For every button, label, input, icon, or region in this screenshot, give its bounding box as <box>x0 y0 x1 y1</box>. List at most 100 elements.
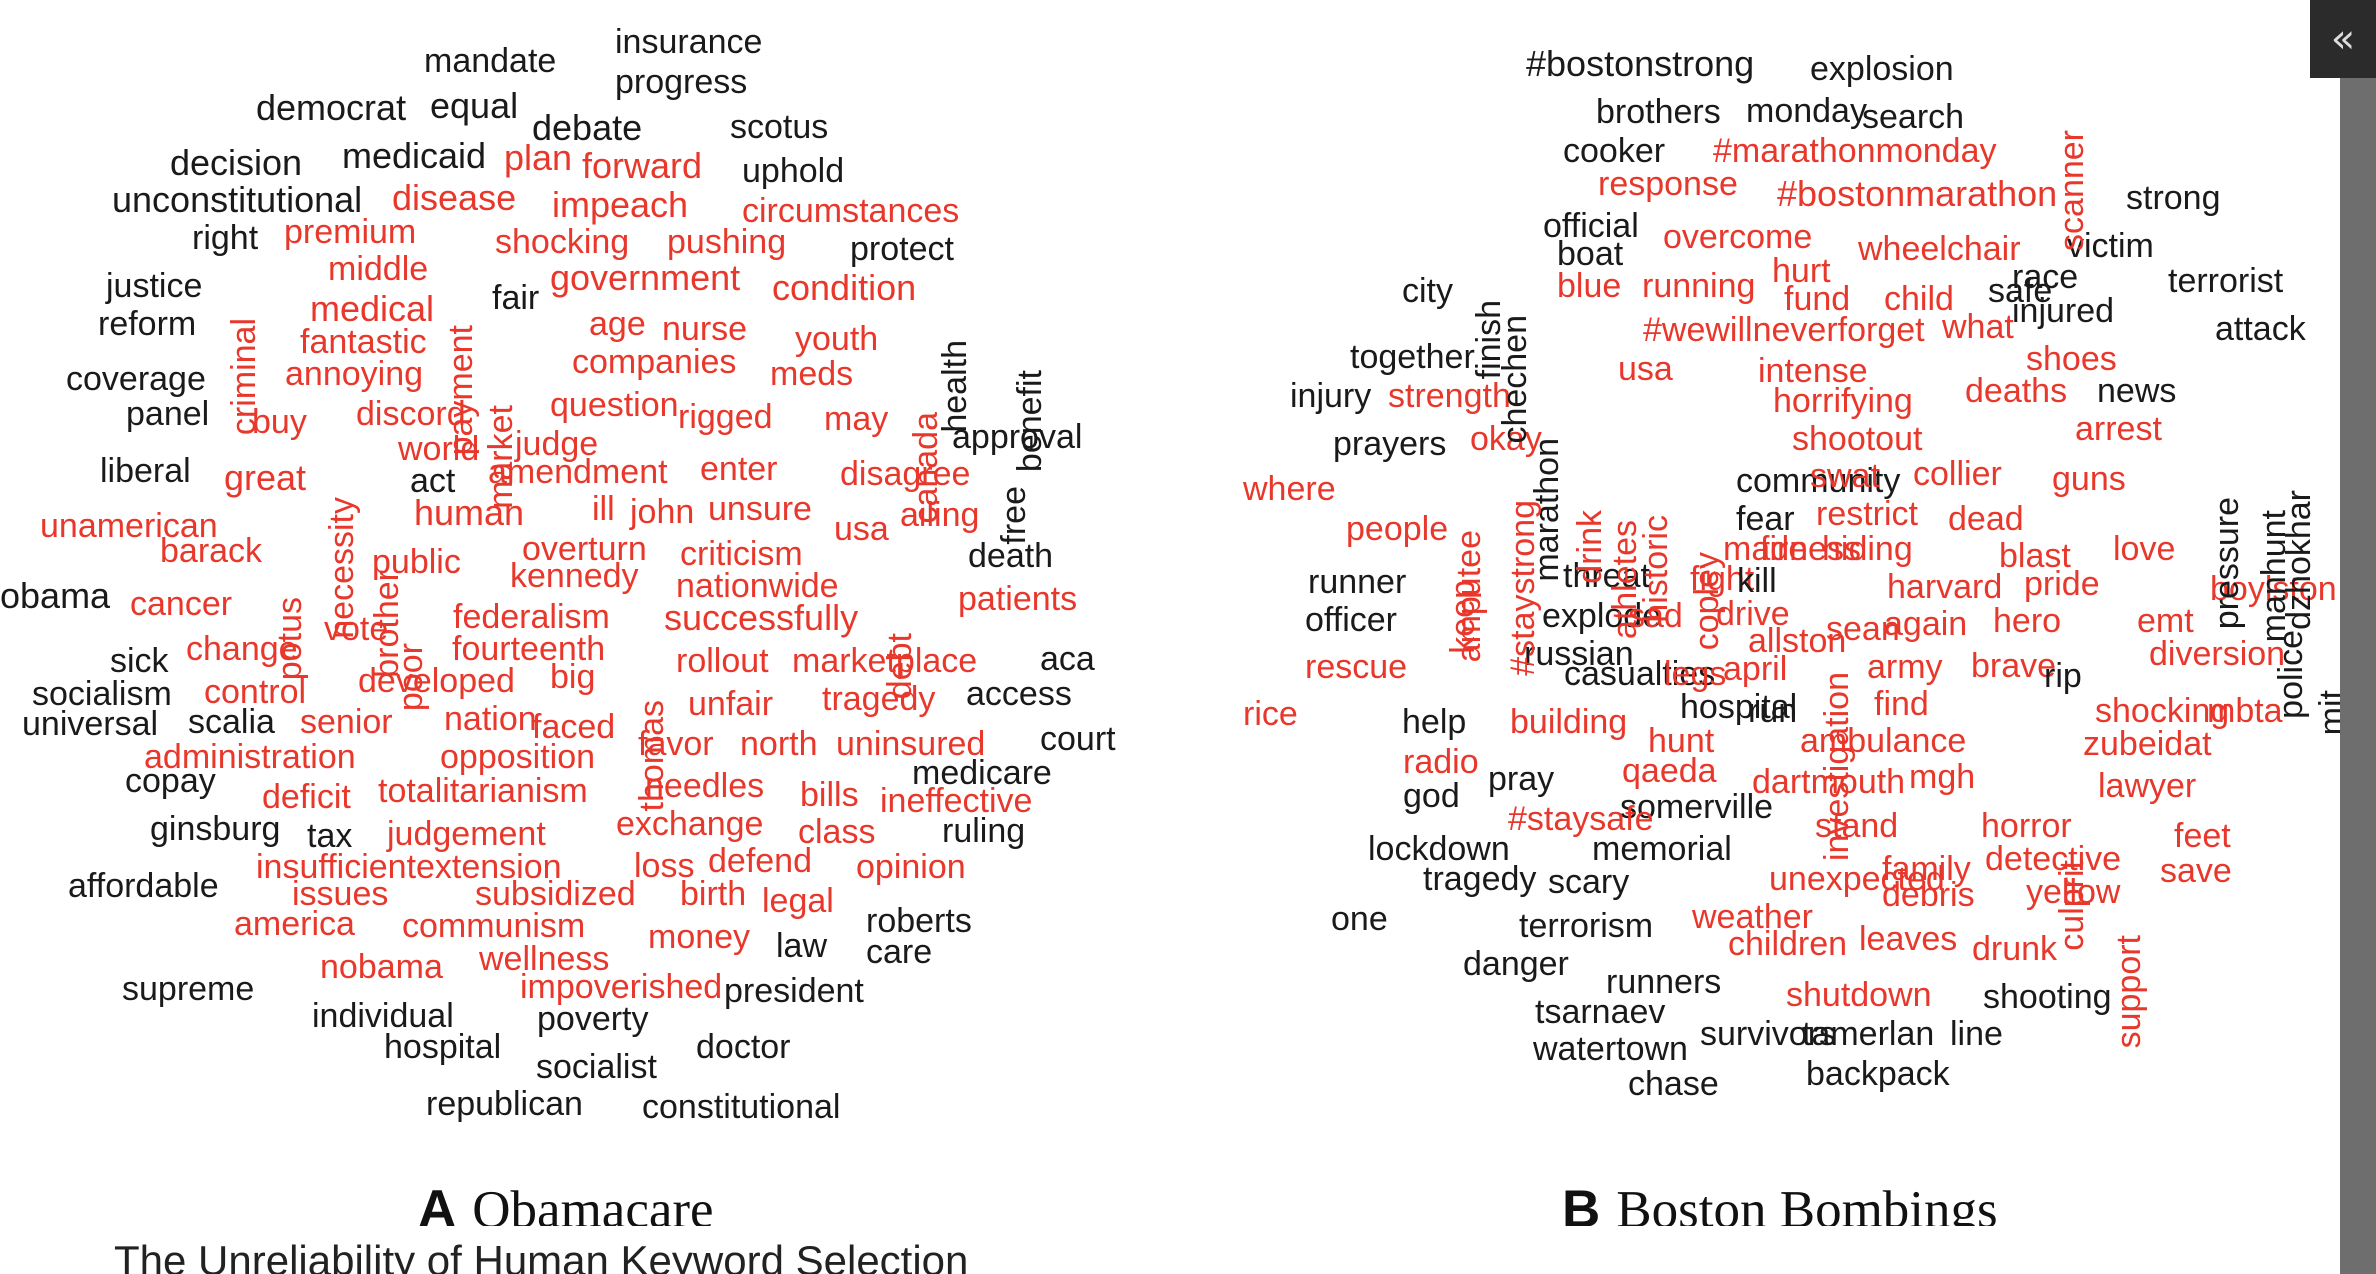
word-unsure: unsure <box>708 490 812 528</box>
word-cancer: cancer <box>130 585 232 623</box>
word-shocking: shocking <box>2095 692 2229 730</box>
word-usa: usa <box>1618 350 1673 388</box>
word-unamerican: unamerican <box>40 507 218 545</box>
word-coverage: coverage <box>66 360 206 398</box>
word-issues: issues <box>292 875 388 913</box>
word-north: north <box>740 725 818 763</box>
word-horror: horror <box>1981 807 2072 845</box>
word-protect: protect <box>850 230 954 268</box>
word-mandate: mandate <box>424 42 556 80</box>
word-somerville: somerville <box>1620 788 1773 826</box>
word-mit: mit <box>2313 689 2340 735</box>
word-find: find <box>1874 685 1929 723</box>
word-watertown: watertown <box>1532 1030 1688 1068</box>
word-buy: buy <box>252 403 307 441</box>
word-medicare: medicare <box>912 754 1052 792</box>
word-youth: youth <box>795 320 878 358</box>
word-debate: debate <box>532 107 642 148</box>
word-search: search <box>1862 98 1964 136</box>
word-john: john <box>629 493 694 531</box>
word-save: save <box>2160 852 2232 890</box>
word-tragedy: tragedy <box>1423 860 1536 898</box>
word-family: family <box>1882 850 1971 888</box>
collapse-button[interactable]: « <box>2310 0 2376 78</box>
word-annoying: annoying <box>285 355 423 393</box>
word-decision: decision <box>170 142 302 183</box>
word-amputee: amputee <box>1450 530 1488 662</box>
word-keep: keep <box>1444 580 1482 654</box>
word-feet: feet <box>2174 817 2231 855</box>
page-caption: The Unreliability of Human Keyword Selec… <box>114 1237 969 1274</box>
word-community: community <box>1736 462 1900 500</box>
word-nation: nation <box>444 700 537 738</box>
word-dzhokhar: dzhokhar <box>2280 490 2318 630</box>
word-condition: condition <box>772 267 916 308</box>
word-blue: blue <box>1557 267 1621 305</box>
word-ailing: ailing <box>900 496 979 534</box>
word-big: big <box>550 658 595 696</box>
word-shooting: shooting <box>1983 978 2112 1016</box>
double-chevron-left-icon: « <box>2330 16 2356 62</box>
word-right: right <box>192 219 259 257</box>
word-socialist: socialist <box>536 1048 657 1086</box>
word-medicaid: medicaid <box>342 135 486 176</box>
word-casualties: casualties <box>1564 655 1715 693</box>
word-roberts: roberts <box>866 902 972 940</box>
word-tsarnaev: tsarnaev <box>1535 993 1665 1031</box>
word-age: age <box>589 305 646 343</box>
word-detective: detective <box>1985 840 2121 878</box>
word-marathon: marathon <box>1528 438 1566 582</box>
word-enter: enter <box>700 450 778 488</box>
word-leaves: leaves <box>1859 920 1957 958</box>
word-socialism: socialism <box>32 675 172 713</box>
word-ginsburg: ginsburg <box>150 810 280 848</box>
word-scotus: scotus <box>730 108 828 146</box>
word-uphold: uphold <box>742 152 844 190</box>
word-pushing: pushing <box>667 223 786 261</box>
word-thomas: thomas <box>633 700 671 812</box>
word-fight: fight <box>1690 560 1755 598</box>
word-criticism: criticism <box>680 535 803 573</box>
word-impoverished: impoverished <box>520 968 722 1006</box>
word-equal: equal <box>430 85 518 126</box>
word-constitutional: constitutional <box>642 1088 840 1126</box>
word-lockdown: lockdown <box>1368 830 1510 868</box>
word-diversion: diversion <box>2149 635 2285 673</box>
word-circumstances: circumstances <box>742 192 959 230</box>
word-run: run <box>1748 692 1797 730</box>
word-impeach: impeach <box>552 184 688 225</box>
word-premium: premium <box>284 213 416 251</box>
word-hash-wewillneverforget: #wewillneverforget <box>1643 311 1925 349</box>
word-copley: copley <box>1688 552 1726 650</box>
word-human: human <box>414 492 524 533</box>
word-defend: defend <box>708 842 812 880</box>
word-public: public <box>372 543 461 581</box>
word-qaeda: qaeda <box>1622 752 1717 790</box>
word-plan: plan <box>504 137 572 178</box>
word-finish: finish <box>1470 300 1508 379</box>
word-individual: individual <box>312 997 454 1035</box>
word-chase: chase <box>1628 1065 1719 1103</box>
word-historic: historic <box>1637 515 1675 623</box>
word-companies: companies <box>572 343 736 381</box>
word-kill: kill <box>1737 562 1777 600</box>
word-okay: okay <box>1470 420 1542 458</box>
word-ambulance: ambulance <box>1800 722 1966 760</box>
word-rip: rip <box>2044 657 2082 695</box>
word-stand: stand <box>1815 807 1898 845</box>
word-forward: forward <box>582 145 702 186</box>
word-hospital: hospital <box>1680 688 1797 726</box>
word-arrest: arrest <box>2075 410 2162 448</box>
word-president: president <box>724 972 864 1010</box>
word-victim: victim <box>2067 227 2154 265</box>
word-sick: sick <box>110 642 170 680</box>
word-monday: monday <box>1746 92 1867 130</box>
word-madness: madness <box>1723 530 1861 568</box>
word-scary: scary <box>1548 863 1629 901</box>
word-hash-bostonmarathon: #bostonmarathon <box>1777 173 2057 214</box>
word-strong: strong <box>2126 179 2221 217</box>
word-extension: extension <box>416 848 562 886</box>
word-federalism: federalism <box>453 598 610 636</box>
panel-b-word-cloud: #bostonstrong explosion brothers mondaysear… <box>1242 43 2340 1103</box>
